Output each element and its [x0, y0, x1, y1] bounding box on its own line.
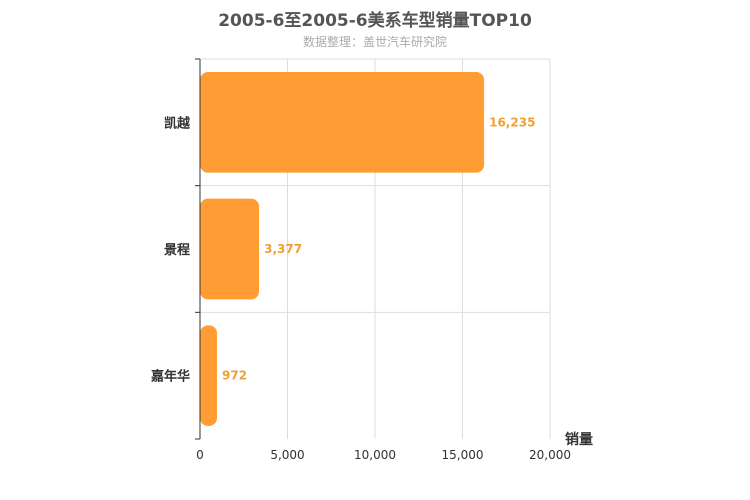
x-axis-title: 销量	[565, 431, 593, 448]
bar-data-label: 972	[222, 369, 247, 383]
bar-data-label: 16,235	[489, 115, 535, 129]
category-label: 凯越	[164, 115, 191, 131]
chart-subtitle: 数据整理：盖世汽车研究院	[302, 35, 447, 49]
category-label: 嘉年华	[150, 369, 190, 385]
x-tick-label: 5,000	[270, 448, 304, 462]
bar	[200, 198, 260, 300]
x-tick-label: 20,000	[529, 448, 571, 462]
x-tick-label: 10,000	[354, 448, 396, 462]
category-label: 景程	[164, 243, 190, 258]
chart-title: 2005-6至2005-6美系车型销量TOP10	[218, 11, 532, 31]
x-tick-label: 15,000	[442, 448, 484, 462]
bar	[200, 72, 485, 173]
bar-data-label: 3,377	[264, 242, 302, 256]
x-tick-label: 0	[196, 448, 204, 462]
bar	[200, 325, 218, 426]
